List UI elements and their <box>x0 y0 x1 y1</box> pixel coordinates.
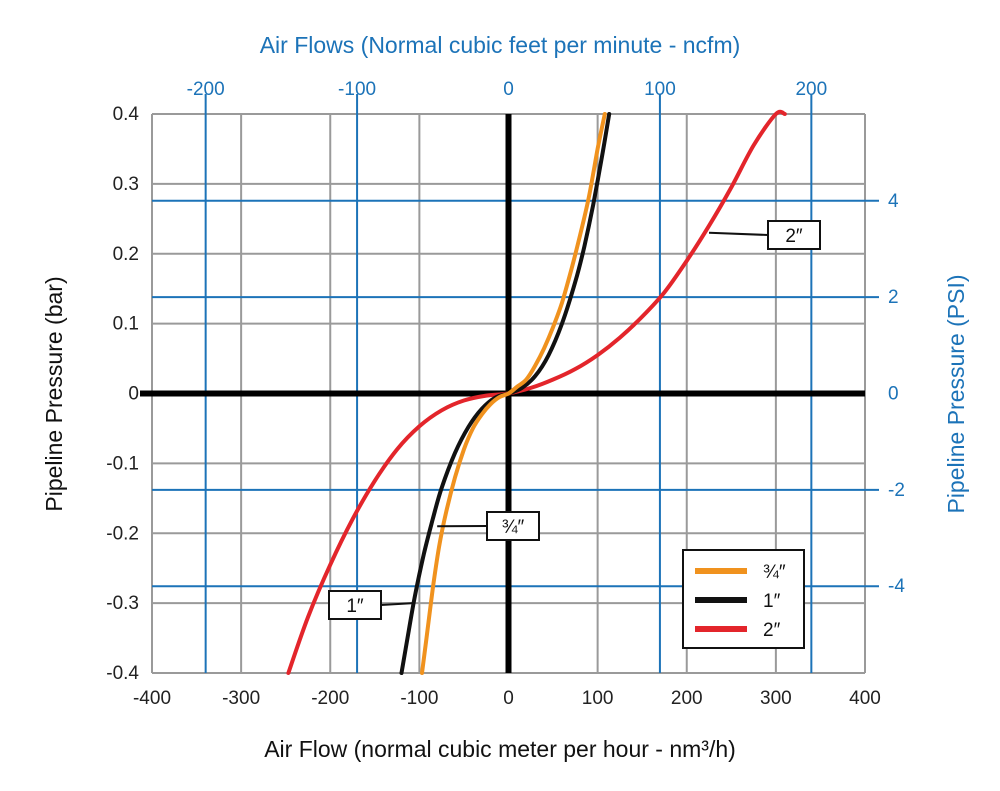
callout-box <box>328 590 382 620</box>
right-tick-label: -4 <box>888 576 905 597</box>
legend-label: ¾″ <box>763 562 786 583</box>
top-tick-label: 100 <box>644 79 676 100</box>
series-lines <box>286 109 787 675</box>
legend-label: 1″ <box>763 591 781 612</box>
bottom-axis-title: Air Flow (normal cubic meter per hour - … <box>264 736 736 762</box>
right-axis-title: Pipeline Pressure (PSI) <box>943 274 969 513</box>
series-line-1 <box>420 112 607 675</box>
callout-leader <box>380 602 414 606</box>
right-tick-label: 2 <box>888 287 899 308</box>
y-tick-label: 0.1 <box>113 314 139 335</box>
y-tick-label: -0.3 <box>106 593 139 614</box>
callout-label: ¾″ <box>502 517 525 538</box>
right-tick-label: 4 <box>888 191 899 212</box>
x-tick-label: 0 <box>503 688 514 709</box>
y-tick-label: -0.1 <box>106 453 139 474</box>
callout-label: 1″ <box>346 596 364 617</box>
x-tick-label: -200 <box>311 688 349 709</box>
x-tick-label: -400 <box>133 688 171 709</box>
x-tick-label: -100 <box>400 688 438 709</box>
callout-box <box>767 220 821 250</box>
x-tick-label: 400 <box>849 688 881 709</box>
right-tick-label: 0 <box>888 384 899 405</box>
legend: ¾″ 1″ 2″ <box>682 549 805 649</box>
y-tick-label: -0.4 <box>106 663 139 684</box>
callouts: 2″ ¾″ 1″ <box>328 220 821 620</box>
left-axis-title: Pipeline Pressure (bar) <box>41 276 67 511</box>
y-tick-label: 0.3 <box>113 174 139 195</box>
top-axis-title: Air Flows (Normal cubic feet per minute … <box>260 32 741 58</box>
x-tick-label: 200 <box>671 688 703 709</box>
y-tick-label: -0.2 <box>106 523 139 544</box>
top-tick-label: 0 <box>503 79 514 100</box>
top-tick-label: -200 <box>187 79 225 100</box>
callout-leader <box>708 231 769 236</box>
legend-label: 2″ <box>763 620 781 641</box>
callout-box <box>486 511 540 541</box>
y-tick-label: 0.4 <box>113 104 140 125</box>
right-tick-label: -2 <box>888 480 905 501</box>
tick-labels: -400 -300 -200 -100 0 100 200 300 400-0.4-0.3-0.… <box>106 79 905 709</box>
series-line-3 <box>286 109 787 675</box>
top-tick-label: -100 <box>338 79 376 100</box>
top-tick-label: 200 <box>795 79 827 100</box>
y-tick-label: 0 <box>128 384 139 405</box>
x-tick-label: 100 <box>582 688 614 709</box>
x-tick-label: 300 <box>760 688 792 709</box>
x-tick-label: -300 <box>222 688 260 709</box>
callout-label: 2″ <box>785 226 803 247</box>
y-tick-label: 0.2 <box>113 244 139 265</box>
